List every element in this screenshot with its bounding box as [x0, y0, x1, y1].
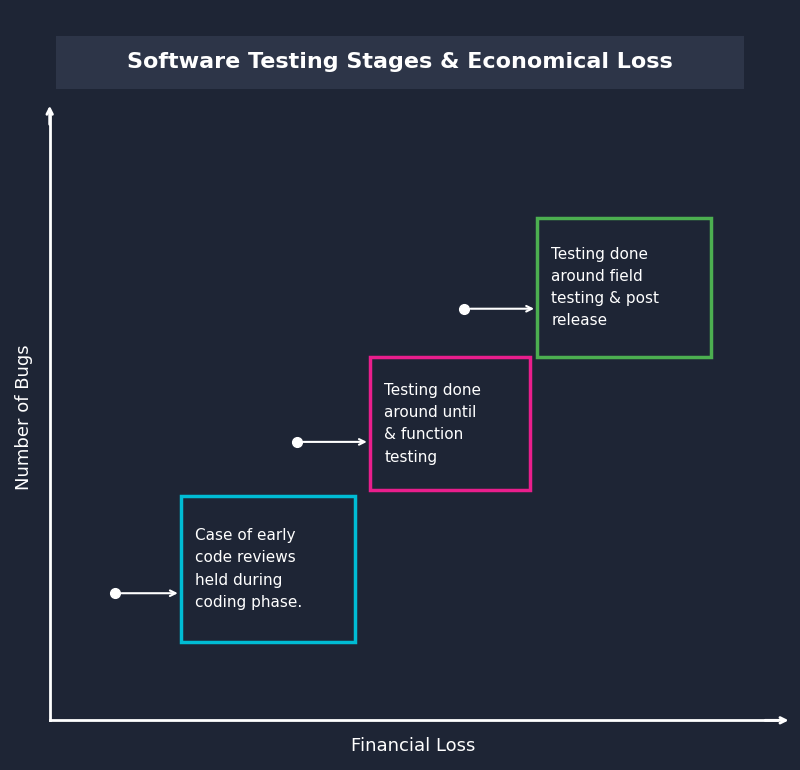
FancyBboxPatch shape — [537, 218, 711, 357]
Text: Case of early
code reviews
held during
coding phase.: Case of early code reviews held during c… — [195, 528, 302, 610]
Text: Software Testing Stages & Economical Loss: Software Testing Stages & Economical Los… — [127, 52, 673, 72]
FancyBboxPatch shape — [181, 497, 355, 641]
X-axis label: Financial Loss: Financial Loss — [351, 737, 475, 755]
FancyBboxPatch shape — [370, 357, 530, 490]
Text: Testing done
around field
testing & post
release: Testing done around field testing & post… — [551, 246, 659, 328]
Y-axis label: Number of Bugs: Number of Bugs — [15, 345, 33, 490]
Text: Testing done
around until
& function
testing: Testing done around until & function tes… — [384, 383, 481, 464]
